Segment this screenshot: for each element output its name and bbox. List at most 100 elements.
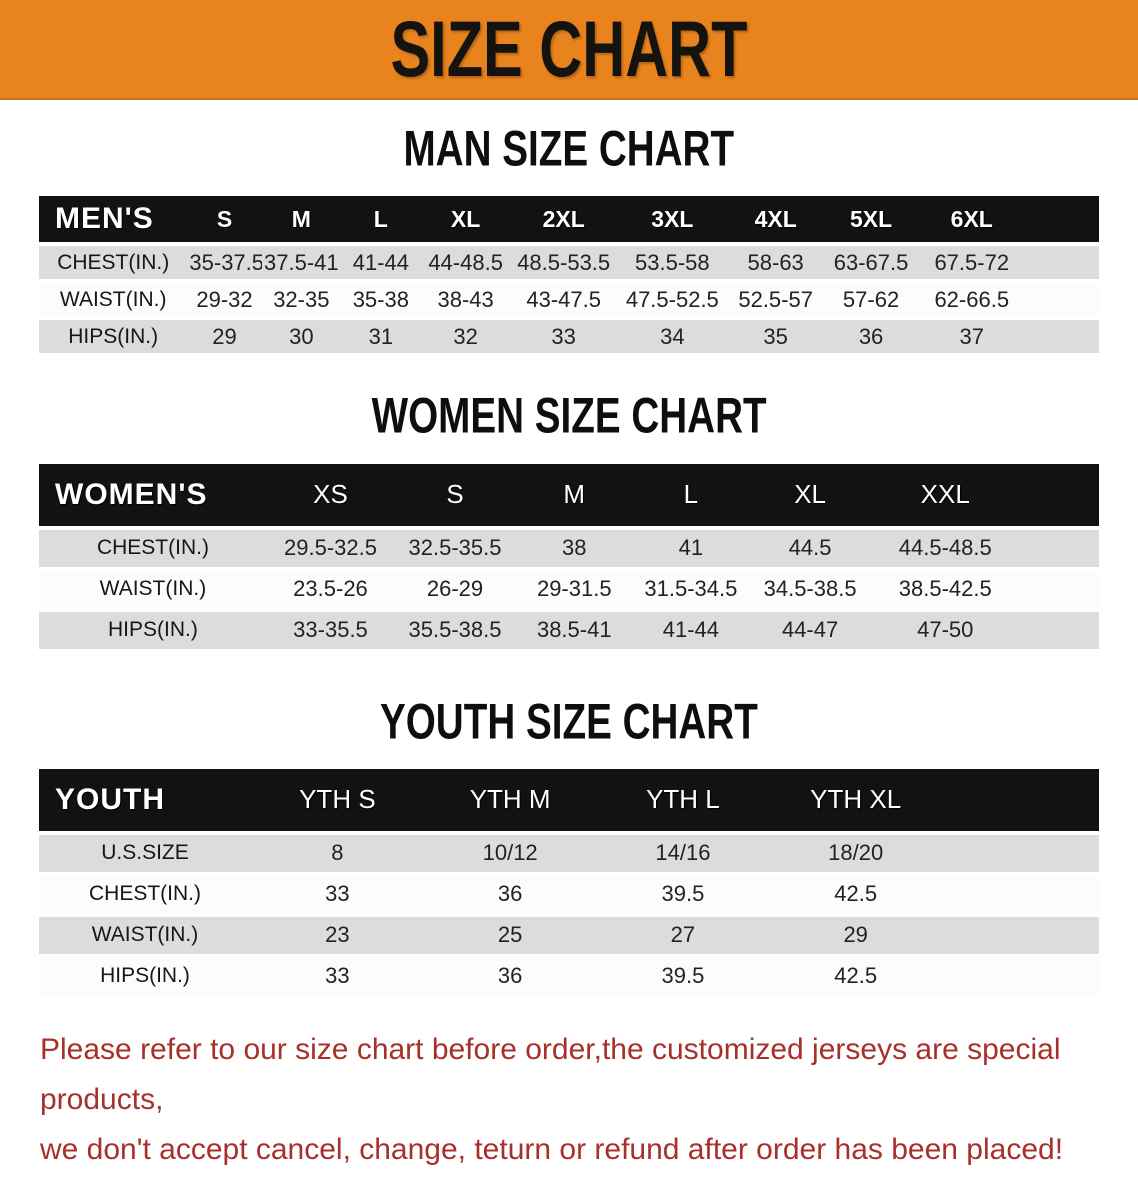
man-section-heading: MAN SIZE CHART <box>403 119 735 177</box>
cell: 37 <box>918 320 1025 354</box>
column-header: S <box>187 196 262 243</box>
column-header: 5XL <box>823 196 919 243</box>
column-header: XS <box>266 463 395 526</box>
table-row: WAIST(IN.) 23.5-26 26-29 29-31.5 31.5-34.5 34… <box>39 570 1099 608</box>
table-row: WAIST(IN.) 29-32 32-35 35-38 38-43 43-47.5 47.… <box>39 283 1099 317</box>
cell: 36 <box>423 875 597 913</box>
cell: 36 <box>823 320 919 354</box>
cell: 10/12 <box>423 834 597 872</box>
cell: 38-43 <box>420 283 511 317</box>
column-header: XL <box>420 196 511 243</box>
cell: 42.5 <box>769 957 943 995</box>
cell: 44-47 <box>749 611 872 649</box>
cell: 29-31.5 <box>515 570 633 608</box>
cell: 29 <box>187 320 262 354</box>
youth-size-chart-section: YOUTH SIZE CHART YOUTH YTH S YTH M YTH L YTH… <box>0 692 1138 999</box>
table-title: MEN'S <box>39 196 188 243</box>
cell: 23.5-26 <box>266 570 395 608</box>
man-size-chart-section: MAN SIZE CHART MEN'S S M L XL 2XL 3XL 4XL 5XL 6XL… <box>0 119 1138 357</box>
row-label: HIPS(IN.) <box>39 957 251 995</box>
table-title: YOUTH <box>39 768 251 831</box>
cell: 34.5-38.5 <box>749 570 872 608</box>
table-row: U.S.SIZE 8 10/12 14/16 18/20 <box>39 834 1099 872</box>
column-header: 6XL <box>918 196 1025 243</box>
header-row: MEN'S S M L XL 2XL 3XL 4XL 5XL 6XL <box>39 196 1099 243</box>
women-size-table: WOMEN'S XS S M L XL XXL CHEST(IN.) 29.5-32.5 32.… <box>39 460 1099 653</box>
cell: 34 <box>616 320 728 354</box>
cell: 44.5 <box>749 529 872 567</box>
cell: 36 <box>423 957 597 995</box>
table-title: WOMEN'S <box>39 463 267 526</box>
column-header: XL <box>749 463 872 526</box>
youth-size-table: YOUTH YTH S YTH M YTH L YTH XL U.S.SIZE 8 10/1… <box>39 765 1099 999</box>
column-header: 3XL <box>616 196 728 243</box>
cell: 39.5 <box>596 957 770 995</box>
page-title: SIZE CHART <box>390 5 748 93</box>
filler-cell <box>1019 570 1099 608</box>
row-label: CHEST(IN.) <box>39 246 188 280</box>
cell: 52.5-57 <box>727 283 824 317</box>
youth-section-heading: YOUTH SIZE CHART <box>380 692 758 749</box>
column-header: M <box>515 463 633 526</box>
cell: 32-35 <box>261 283 342 317</box>
cell: 18/20 <box>769 834 943 872</box>
cell: 41-44 <box>632 611 750 649</box>
cell: 33 <box>251 875 424 913</box>
cell: 29.5-32.5 <box>266 529 395 567</box>
header-row: YOUTH YTH S YTH M YTH L YTH XL <box>39 768 1099 831</box>
column-header: 2XL <box>510 196 617 243</box>
row-label: CHEST(IN.) <box>39 875 251 913</box>
table-row: HIPS(IN.) 33-35.5 35.5-38.5 38.5-41 41-44 44-… <box>39 611 1099 649</box>
cell: 48.5-53.5 <box>510 246 617 280</box>
cell: 67.5-72 <box>918 246 1025 280</box>
filler-cell <box>942 875 1099 913</box>
filler-cell <box>1024 320 1099 354</box>
cell: 47.5-52.5 <box>616 283 728 317</box>
filler-cell <box>1019 463 1099 526</box>
cell: 44.5-48.5 <box>871 529 1020 567</box>
cell: 37.5-41 <box>261 246 342 280</box>
column-header: M <box>261 196 342 243</box>
column-header: XXL <box>871 463 1020 526</box>
filler-cell <box>1024 246 1099 280</box>
filler-cell <box>942 834 1099 872</box>
cell: 32 <box>420 320 511 354</box>
cell: 38.5-42.5 <box>871 570 1020 608</box>
filler-cell <box>1019 611 1099 649</box>
cell: 42.5 <box>769 875 943 913</box>
column-header: L <box>632 463 750 526</box>
row-label: CHEST(IN.) <box>39 529 267 567</box>
cell: 62-66.5 <box>918 283 1025 317</box>
cell: 38.5-41 <box>515 611 633 649</box>
cell: 31 <box>341 320 421 354</box>
cell: 47-50 <box>871 611 1020 649</box>
cell: 35 <box>727 320 824 354</box>
filler-cell <box>942 957 1099 995</box>
row-label: WAIST(IN.) <box>39 570 267 608</box>
disclaimer-line-1: Please refer to our size chart before or… <box>40 1032 1061 1116</box>
cell: 53.5-58 <box>616 246 728 280</box>
column-header: S <box>394 463 516 526</box>
table-row: CHEST(IN.) 33 36 39.5 42.5 <box>39 875 1099 913</box>
row-label: HIPS(IN.) <box>39 611 267 649</box>
women-section-heading: WOMEN SIZE CHART <box>371 387 767 444</box>
cell: 29 <box>769 916 943 954</box>
table-row: CHEST(IN.) 29.5-32.5 32.5-35.5 38 41 44.5 44.5… <box>39 529 1099 567</box>
cell: 29-32 <box>187 283 262 317</box>
cell: 25 <box>423 916 597 954</box>
women-size-chart-section: WOMEN SIZE CHART WOMEN'S XS S M L XL XXL CHEST… <box>0 387 1138 653</box>
table-row: CHEST(IN.) 35-37.5 37.5-41 41-44 44-48.5 48.5… <box>39 246 1099 280</box>
disclaimer-line-2: we don't accept cancel, change, teturn o… <box>40 1132 1064 1166</box>
banner: SIZE CHART <box>0 0 1138 100</box>
cell: 27 <box>596 916 770 954</box>
row-label: WAIST(IN.) <box>39 916 251 954</box>
cell: 8 <box>251 834 424 872</box>
cell: 23 <box>251 916 424 954</box>
charts-main: MAN SIZE CHART MEN'S S M L XL 2XL 3XL 4XL 5XL 6XL… <box>0 119 1138 1175</box>
men-size-table: MEN'S S M L XL 2XL 3XL 4XL 5XL 6XL CHEST(IN.) 35-3… <box>39 192 1099 357</box>
cell: 44-48.5 <box>420 246 511 280</box>
filler-cell <box>1024 283 1099 317</box>
row-label: HIPS(IN.) <box>39 320 188 354</box>
column-header: YTH L <box>596 768 770 831</box>
